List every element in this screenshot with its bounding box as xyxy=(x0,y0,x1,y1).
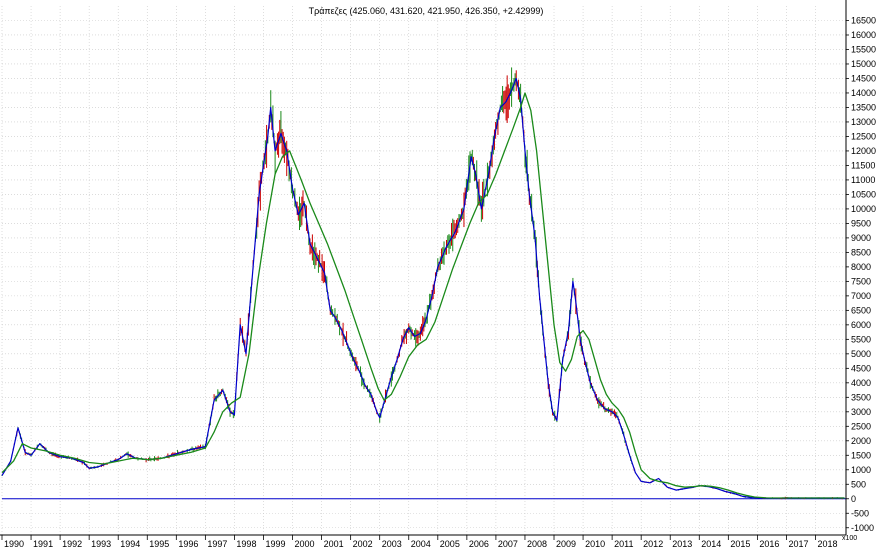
y-tick-label: 3500 xyxy=(851,392,871,402)
x-tick-label: 2003 xyxy=(382,539,402,549)
x-tick-label: 2018 xyxy=(817,539,837,549)
x-tick-label: 2006 xyxy=(469,539,489,549)
y-tick-label: 6000 xyxy=(851,320,871,330)
y-tick-label: 7000 xyxy=(851,291,871,301)
chart-title: Τράπεζες (425.060, 431.620, 421.950, 426… xyxy=(309,6,544,16)
x-tick-label: 2016 xyxy=(759,539,779,549)
x-tick-label: 1990 xyxy=(4,539,24,549)
y-tick-label: 10000 xyxy=(851,204,876,214)
x-tick-label: 1993 xyxy=(91,539,111,549)
x-tick-label: 1997 xyxy=(207,539,227,549)
x-tick-label: 2017 xyxy=(788,539,808,549)
plot-frame xyxy=(0,0,847,536)
y-tick-label: 9000 xyxy=(851,233,871,243)
y-axis-unit: x100 xyxy=(842,535,857,542)
y-tick-label: 15000 xyxy=(851,59,876,69)
x-tick-label: 1996 xyxy=(178,539,198,549)
x-tick-label: 2000 xyxy=(295,539,315,549)
y-tick-label: 500 xyxy=(851,479,866,489)
x-tick-label: 1995 xyxy=(149,539,169,549)
x-tick-label: 1999 xyxy=(265,539,285,549)
x-tick-label: 2002 xyxy=(353,539,373,549)
y-tick-label: 2000 xyxy=(851,436,871,446)
y-tick-label: 1000 xyxy=(851,465,871,475)
y-tick-label: 4500 xyxy=(851,363,871,373)
x-tick-label: 2007 xyxy=(498,539,518,549)
x-tick-label: 2009 xyxy=(556,539,576,549)
x-tick-label: 1998 xyxy=(236,539,256,549)
y-tick-label: -1000 xyxy=(851,523,874,533)
x-tick-label: 1992 xyxy=(62,539,82,549)
grid-lines xyxy=(1,6,846,535)
y-tick-label: 8000 xyxy=(851,262,871,272)
x-tick-label: 2013 xyxy=(672,539,692,549)
y-tick-label: 2500 xyxy=(851,421,871,431)
y-tick-label: 14500 xyxy=(851,73,876,83)
x-axis: 1990 1991 1992 1993 1994 1995 1996 1997 1998 1999… xyxy=(1,535,838,549)
y-tick-label: -500 xyxy=(851,508,869,518)
y-tick-label: 10500 xyxy=(851,189,876,199)
y-tick-label: 11500 xyxy=(851,160,875,170)
x-tick-label: 1991 xyxy=(33,539,53,549)
y-tick-label: 4000 xyxy=(851,378,871,388)
y-tick-label: 7500 xyxy=(851,276,871,286)
y-tick-label: 8500 xyxy=(851,247,871,257)
y-tick-label: 5500 xyxy=(851,334,871,344)
y-tick-label: 15500 xyxy=(851,44,876,54)
y-tick-label: 12500 xyxy=(851,131,876,141)
price-line xyxy=(1,77,845,499)
y-tick-label: 16000 xyxy=(851,30,876,40)
y-tick-label: 12000 xyxy=(851,146,876,156)
y-tick-label: 13000 xyxy=(851,117,876,127)
x-tick-label: 2011 xyxy=(614,539,633,549)
x-tick-label: 2008 xyxy=(527,539,547,549)
y-tick-label: 5000 xyxy=(851,349,871,359)
x-tick-label: 1994 xyxy=(120,539,140,549)
y-axis: -1000 -500 0 500 1000 1500 2000 2500 3000 3500 400… xyxy=(846,15,876,533)
x-tick-label: 2010 xyxy=(585,539,605,549)
y-tick-label: 1500 xyxy=(851,450,871,460)
x-tick-label: 2012 xyxy=(643,539,663,549)
y-tick-label: 14000 xyxy=(851,88,876,98)
y-tick-label: 6500 xyxy=(851,305,871,315)
y-tick-label: 16500 xyxy=(851,15,876,25)
x-tick-label: 2015 xyxy=(730,539,750,549)
y-tick-label: 0 xyxy=(851,494,856,504)
x-tick-label: 2001 xyxy=(324,539,344,549)
x-tick-label: 2005 xyxy=(440,539,460,549)
series-lines xyxy=(1,77,845,499)
moving-average-line xyxy=(1,92,845,499)
x-tick-label: 2004 xyxy=(411,539,431,549)
x-tick-label: 2014 xyxy=(701,539,721,549)
y-tick-label: 13500 xyxy=(851,102,876,112)
y-tick-label: 3000 xyxy=(851,407,871,417)
y-tick-label: 11000 xyxy=(851,175,875,185)
y-tick-label: 9500 xyxy=(851,218,871,228)
